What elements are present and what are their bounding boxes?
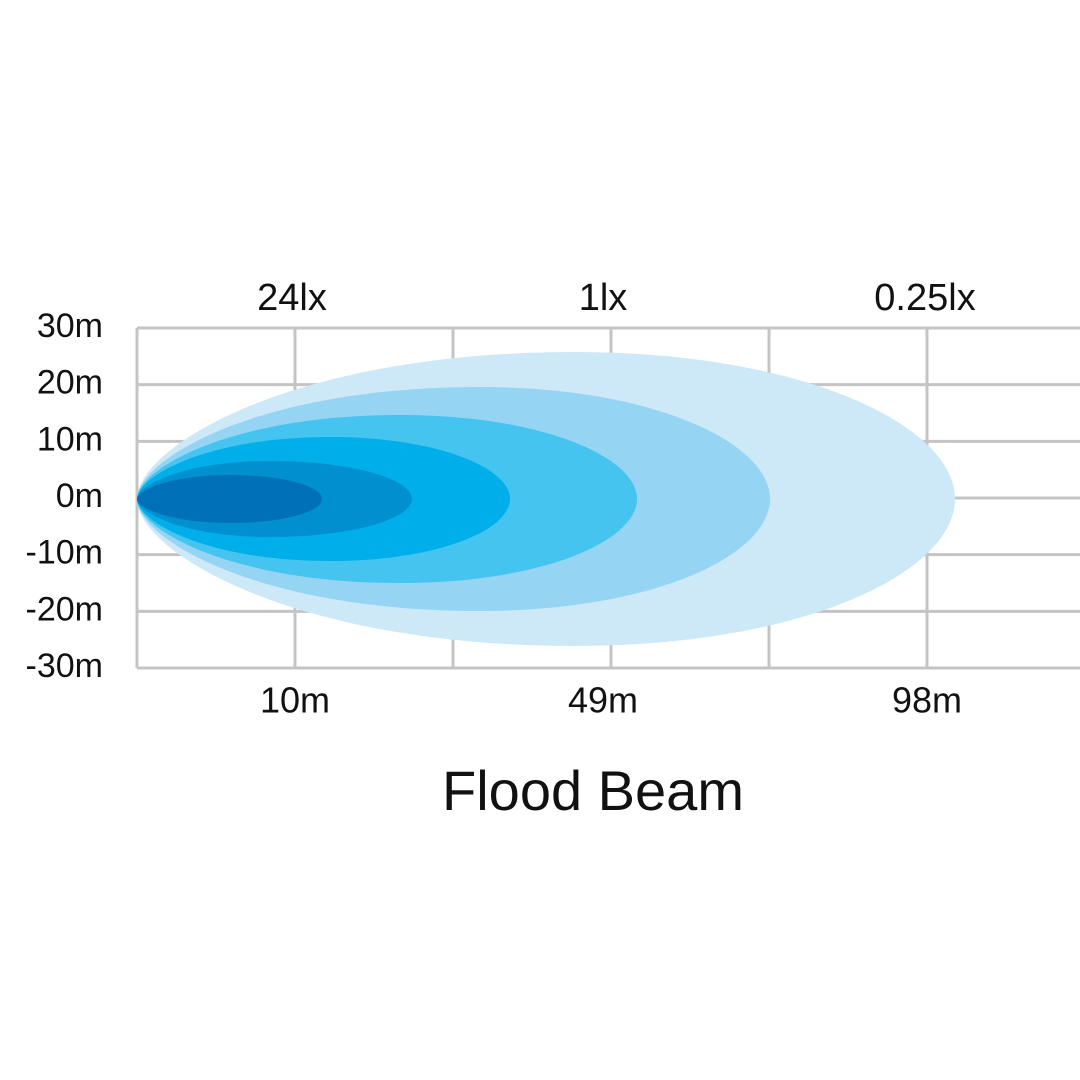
y-label: -20m <box>26 590 103 628</box>
beam-contour <box>137 475 322 523</box>
lux-label: 1lx <box>579 277 628 319</box>
distance-label: 10m <box>260 680 330 721</box>
y-label: 30m <box>37 307 103 345</box>
y-label: -10m <box>26 534 103 572</box>
y-label: 20m <box>37 364 103 402</box>
beam-pattern <box>137 352 955 646</box>
distance-label: 49m <box>568 680 638 721</box>
y-label: 10m <box>37 420 103 458</box>
y-label: 0m <box>56 477 103 515</box>
lux-label: 24lx <box>257 277 327 319</box>
labels: 24lx 1lx 0.25lx 10m 49m 98m 30m 20m 10m 0m -10m -20… <box>26 277 976 720</box>
y-label: -30m <box>26 647 103 685</box>
lux-label: 0.25lx <box>874 277 975 319</box>
distance-label: 98m <box>892 680 962 721</box>
diagram-title: Flood Beam <box>442 759 744 822</box>
